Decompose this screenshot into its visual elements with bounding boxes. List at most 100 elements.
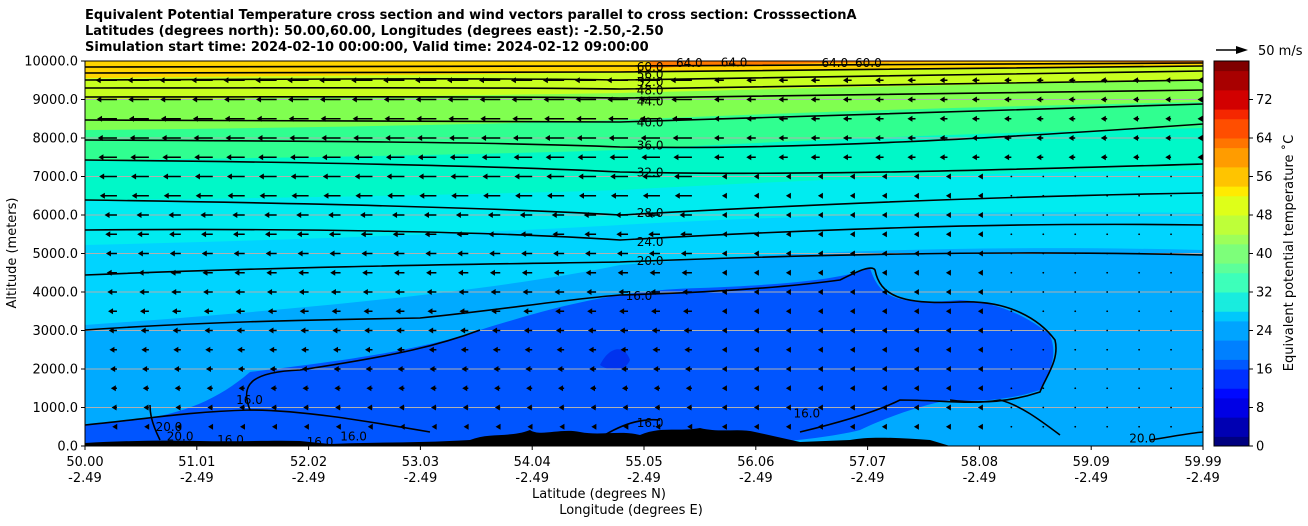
wind-vector [417, 154, 437, 161]
colorbar-segment [1214, 234, 1249, 245]
wind-vector [817, 250, 823, 257]
wind-vector [238, 385, 245, 392]
wind-vector [913, 385, 919, 392]
wind-vector [431, 423, 437, 430]
colorbar-segment [1214, 80, 1249, 91]
wind-vector [1106, 252, 1109, 255]
wind-vector [1074, 329, 1077, 332]
colorbar-tick-label: 16 [1256, 363, 1273, 378]
colorbar-segment [1214, 195, 1249, 206]
wind-vector [817, 173, 823, 180]
wind-vector [1170, 368, 1172, 370]
wind-vector [617, 269, 629, 276]
wind-vector [753, 423, 759, 430]
wind-vector [842, 135, 852, 141]
colorbar-segment [1214, 282, 1249, 293]
wind-vector [849, 346, 855, 353]
wind-vector [195, 192, 213, 199]
colorbar-segment [1214, 118, 1249, 129]
wind-vector [687, 423, 693, 430]
wind-vector [881, 385, 887, 392]
wind-vector [1042, 271, 1045, 274]
wind-vector [256, 96, 277, 103]
wind-vector [1042, 214, 1045, 216]
wind-vector [268, 327, 277, 334]
wind-vector [1138, 348, 1141, 351]
x-tick-label-lat: 59.99 [1184, 455, 1221, 470]
wind-vector [492, 346, 501, 353]
wind-vector [875, 96, 884, 103]
wind-vector [778, 77, 788, 84]
colorbar-segment [1214, 388, 1249, 399]
wind-vector [494, 385, 501, 392]
wind-vector [302, 385, 309, 392]
wind-vector [939, 154, 948, 161]
wind-vector [817, 308, 823, 315]
wind-vector [849, 404, 855, 411]
wind-vector [271, 404, 277, 411]
wind-vector [977, 212, 983, 218]
wind-vector [65, 116, 85, 122]
wind-vector [328, 231, 341, 238]
wind-vector [354, 173, 373, 180]
wind-vector [875, 135, 884, 141]
wind-vector [552, 231, 565, 238]
contour-label: 48.0 [637, 84, 664, 98]
wind-vector [169, 250, 181, 257]
wind-vector [558, 385, 565, 392]
wind-vector [99, 173, 117, 180]
wind-vector [1106, 233, 1109, 236]
wind-vector [1042, 194, 1045, 197]
wind-vector [553, 250, 565, 257]
wind-vector [1170, 291, 1172, 293]
wind-vector [330, 269, 341, 276]
wind-vector [638, 77, 660, 84]
wind-vector [136, 212, 149, 218]
wind-vector [977, 346, 983, 353]
wind-vector [425, 250, 437, 257]
wind-vector [1074, 406, 1077, 409]
colorbar-segment [1214, 369, 1249, 380]
wind-vector [1138, 175, 1141, 178]
wind-vector [1170, 194, 1172, 197]
wind-vector [608, 115, 629, 122]
wind-vector [193, 135, 213, 141]
contour-16-lower [245, 329, 481, 411]
contour-20-right [1149, 431, 1203, 441]
wind-vector [849, 250, 855, 257]
colorbar-segment [1214, 426, 1249, 437]
wind-vector [426, 289, 437, 295]
wind-vector [415, 96, 437, 103]
wind-vector [714, 115, 724, 122]
wind-vector [544, 115, 565, 122]
wind-vector [460, 346, 469, 353]
wind-vector [269, 346, 277, 353]
wind-vector [98, 154, 117, 161]
wind-vector [301, 346, 309, 353]
wind-vector [817, 192, 823, 199]
wind-vector [1010, 194, 1013, 197]
wind-vector [424, 231, 437, 238]
wind-vector [224, 115, 245, 122]
contour-label: 20.0 [167, 429, 194, 443]
wind-vector [606, 77, 629, 84]
contour-16-upper [85, 267, 1057, 403]
wind-vector [482, 173, 501, 180]
colorbar-segment [1214, 263, 1249, 274]
wind-vector [817, 269, 823, 276]
wind-vector [1004, 77, 1012, 84]
wind-vector [226, 154, 245, 161]
contour-label: 64.0 [676, 56, 703, 70]
wind-vector [1165, 77, 1172, 84]
wind-vector [785, 366, 791, 372]
wind-vector [237, 366, 245, 372]
wind-vector [1074, 348, 1077, 351]
wind-vector [257, 135, 277, 141]
wind-vector [1068, 77, 1076, 84]
wind-vector [907, 115, 916, 122]
wind-vector [913, 346, 919, 353]
contour-16-base [85, 409, 431, 433]
wind-vector [73, 231, 85, 237]
contour-label: 52.0 [637, 75, 664, 89]
x-tick-label-lat: 54.04 [514, 455, 551, 470]
